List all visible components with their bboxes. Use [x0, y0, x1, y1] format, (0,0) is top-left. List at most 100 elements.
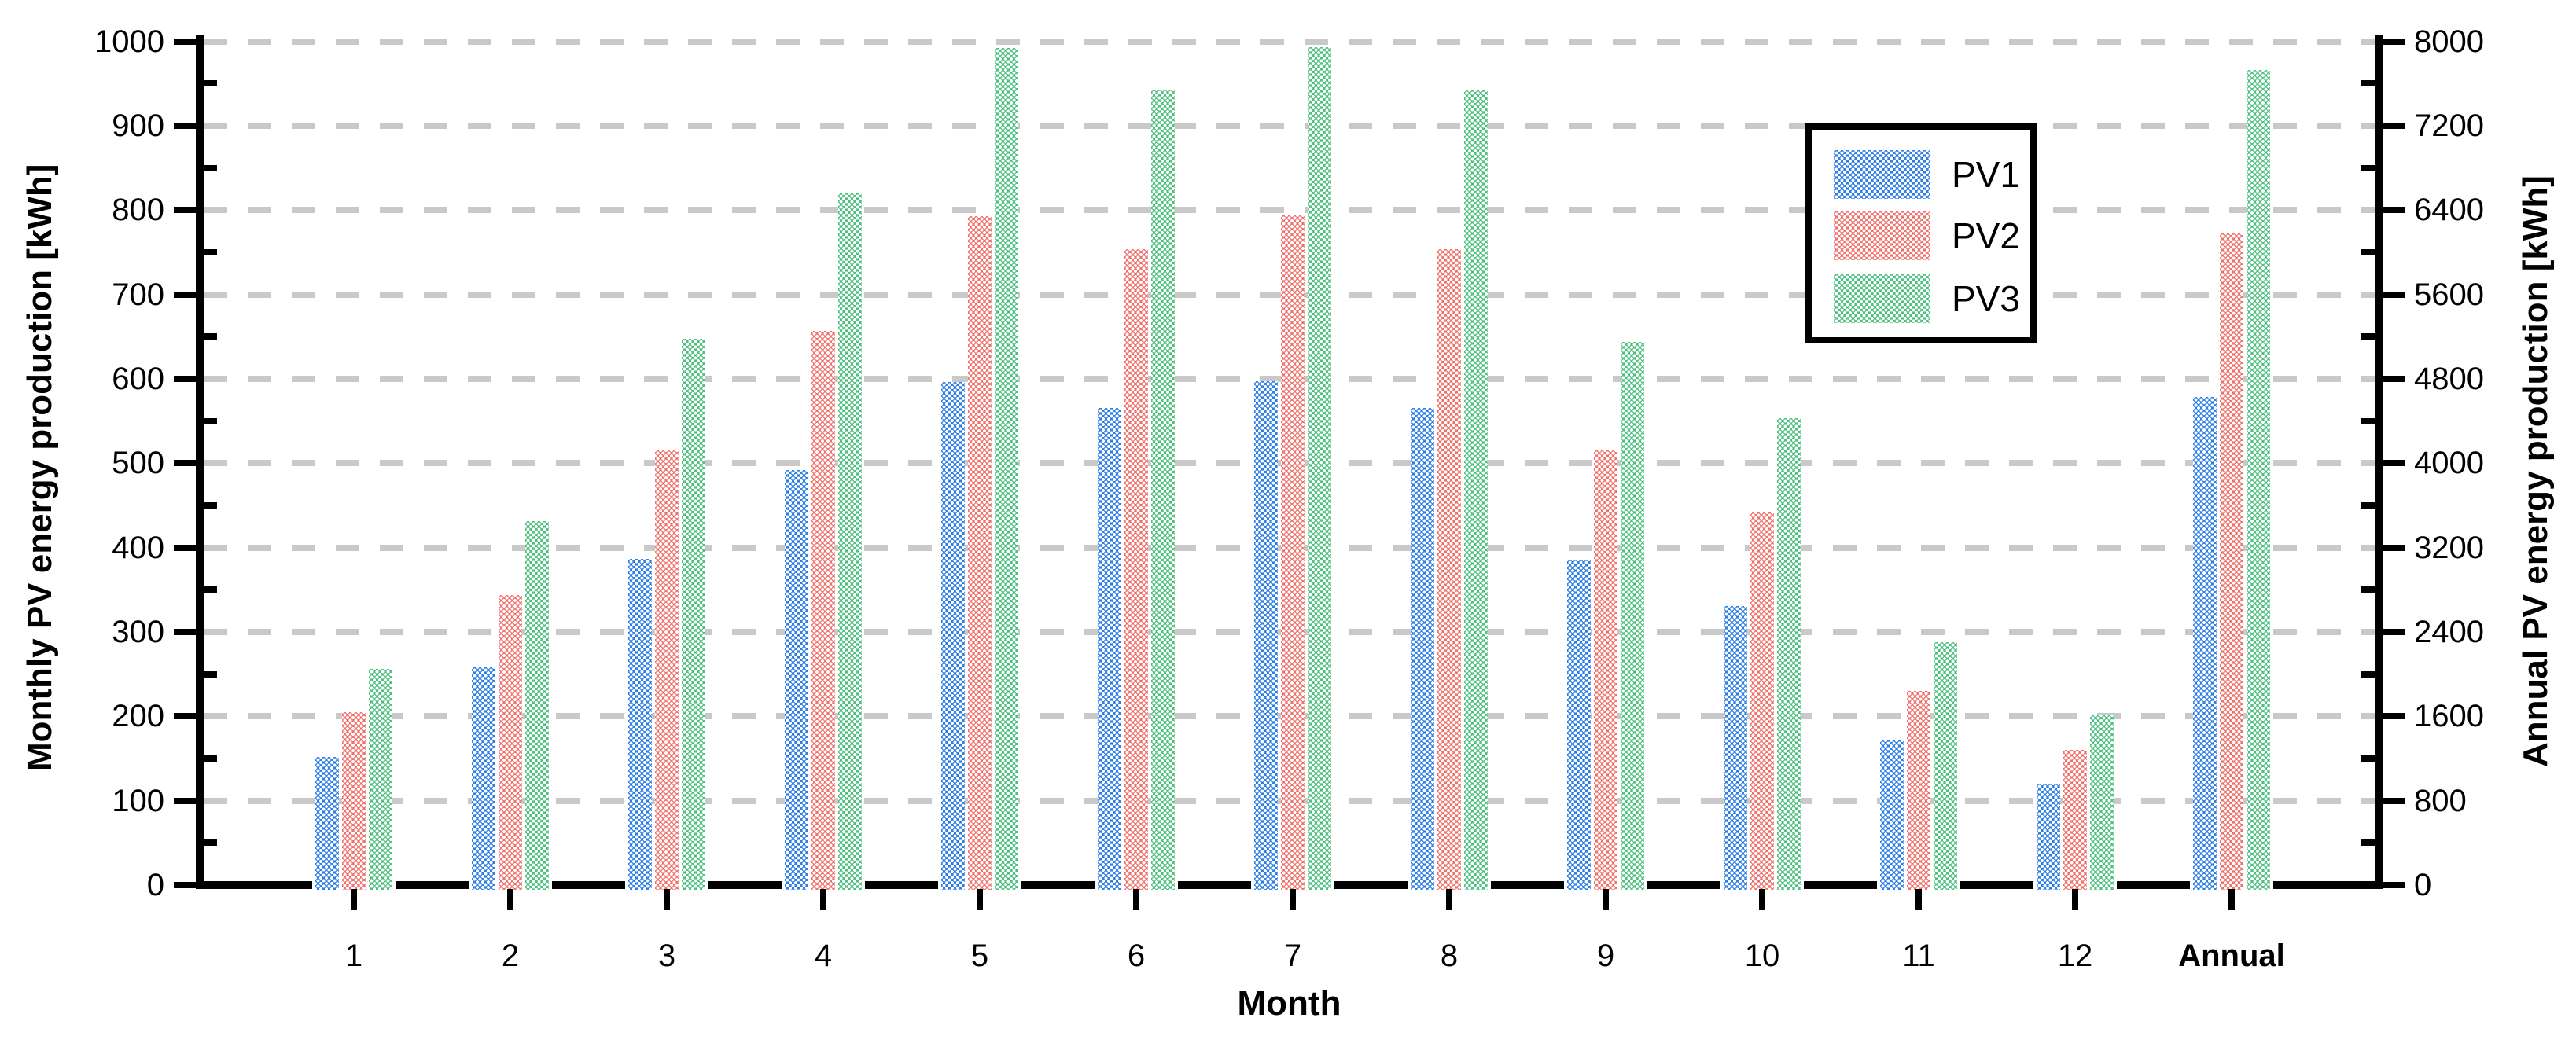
right-axis-minor-tick [2361, 80, 2375, 87]
left-axis-tick-label: 900 [112, 108, 164, 143]
x-axis-category-label: 4 [814, 939, 833, 973]
right-axis-major-tick [2383, 207, 2405, 214]
left-axis-minor-tick [204, 417, 217, 424]
left-axis-minor-tick [204, 839, 217, 847]
bar-pv1-month-3 [628, 558, 652, 890]
bar-pv1-month-4 [785, 469, 808, 890]
bar-pv2-month-8 [1437, 248, 1461, 890]
x-axis-category-tick [1759, 889, 1765, 910]
right-axis-minor-tick [2361, 586, 2375, 593]
bar-pv1-month-5 [941, 382, 965, 890]
x-axis-category-label: 7 [1283, 939, 1302, 973]
right-axis-minor-tick [2361, 417, 2375, 424]
left-axis-major-tick [174, 291, 196, 298]
bar-pv2-annual [2220, 233, 2243, 890]
left-axis-tick-label: 100 [112, 783, 164, 818]
legend-swatch-pv2 [1834, 211, 1930, 260]
x-axis-category-tick [1446, 889, 1452, 910]
x-axis-category-label: 3 [657, 939, 676, 973]
x-axis-category-tick [2228, 889, 2235, 910]
bar-pv3-month-2 [525, 521, 549, 890]
left-axis-tick-label: 500 [112, 446, 164, 481]
right-axis-minor-tick [2361, 333, 2375, 340]
bar-pv3-month-12 [2090, 715, 2114, 890]
right-axis-minor-tick [2361, 501, 2375, 509]
right-axis-major-tick [2383, 375, 2405, 382]
y-axis-left [196, 35, 204, 889]
left-axis-tick-label: 800 [112, 193, 164, 228]
right-axis-major-tick [2383, 460, 2405, 467]
left-axis-tick-label: 600 [112, 361, 164, 396]
bar-pv1-annual [2193, 396, 2217, 890]
x-axis-category-label: 2 [501, 939, 520, 973]
left-axis-major-tick [174, 882, 196, 888]
right-axis-tick-label: 800 [2414, 783, 2467, 818]
bar-pv2-month-5 [968, 215, 992, 890]
bar-pv1-month-9 [1567, 559, 1591, 890]
x-axis-category-label: 9 [1596, 939, 1615, 973]
x-axis-category-tick [1133, 889, 1139, 910]
x-axis-category-tick [351, 889, 357, 910]
right-axis-major-tick [2383, 291, 2405, 298]
right-axis-tick-label: 8000 [2414, 24, 2484, 59]
right-axis-minor-tick [2361, 839, 2375, 847]
right-axis-minor-tick [2361, 248, 2375, 255]
legend-swatch-pv1 [1834, 150, 1930, 199]
right-axis-tick-label: 0 [2414, 868, 2432, 902]
x-axis-category-tick [1915, 889, 1922, 910]
x-axis-category-label: 10 [1744, 939, 1780, 973]
y-axis-right [2375, 35, 2383, 889]
x-axis-category-label: 12 [2057, 939, 2093, 973]
left-axis-major-tick [174, 713, 196, 720]
left-axis-minor-tick [204, 670, 217, 678]
bar-pv3-month-4 [838, 193, 862, 890]
left-axis-minor-tick [204, 586, 217, 593]
right-axis-minor-tick [2361, 164, 2375, 171]
left-axis-minor-tick [204, 80, 217, 87]
bar-pv3-month-11 [1934, 641, 1957, 890]
left-axis-major-tick [174, 375, 196, 382]
bar-pv2-month-2 [499, 594, 522, 890]
bar-pv3-month-6 [1151, 89, 1175, 890]
legend-label-pv3: PV3 [1952, 278, 2020, 319]
bar-pv1-month-10 [1724, 605, 1747, 890]
x-axis-category-label: Annual [2178, 939, 2285, 973]
right-axis-tick-label: 4000 [2414, 446, 2484, 481]
left-axis-major-tick [174, 38, 196, 45]
right-axis-tick-label: 1600 [2414, 699, 2484, 734]
x-axis-category-label: 5 [970, 939, 989, 973]
bar-pv2-month-11 [1907, 691, 1930, 890]
bar-pv1-month-12 [2037, 784, 2060, 890]
bar-pv3-month-7 [1308, 47, 1331, 890]
x-axis-category-label: 11 [1902, 939, 1935, 973]
right-axis-major-tick [2383, 882, 2405, 888]
x-axis-category-tick [664, 889, 670, 910]
bar-pv2-month-3 [655, 450, 679, 890]
x-axis-category-tick [1603, 889, 1609, 910]
bar-pv2-month-6 [1124, 248, 1148, 890]
x-axis-category-tick [1290, 889, 1296, 910]
right-axis-tick-label: 4800 [2414, 361, 2484, 396]
bar-pv3-month-8 [1464, 90, 1488, 890]
bar-pv2-month-1 [342, 711, 366, 890]
bar-pv1-month-2 [472, 667, 495, 890]
gridline [204, 122, 2375, 129]
left-axis-minor-tick [204, 248, 217, 255]
bar-pv3-month-10 [1777, 418, 1801, 890]
legend-label-pv2: PV2 [1952, 215, 2020, 256]
bar-pv2-month-12 [2063, 750, 2087, 890]
bar-pv2-month-7 [1281, 215, 1305, 890]
bar-pv1-month-1 [315, 756, 339, 890]
bar-pv2-month-10 [1750, 512, 1774, 890]
right-axis-title: Annual PV energy production [kWh] [2516, 175, 2555, 768]
right-axis-major-tick [2383, 544, 2405, 551]
right-axis-minor-tick [2361, 670, 2375, 678]
gridline [204, 38, 2375, 45]
left-axis-tick-label: 700 [112, 277, 164, 312]
right-axis-tick-label: 2400 [2414, 614, 2484, 649]
x-axis-category-tick [2072, 889, 2078, 910]
x-axis-category-label: 1 [344, 939, 363, 973]
right-axis-minor-tick [2361, 755, 2375, 762]
left-axis-title: Monthly PV energy production [kWh] [20, 163, 59, 772]
